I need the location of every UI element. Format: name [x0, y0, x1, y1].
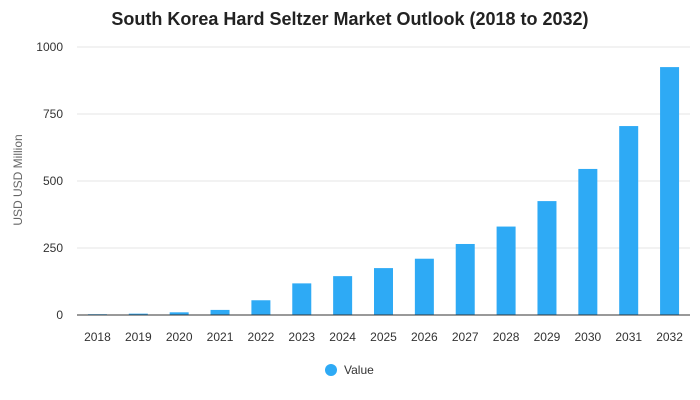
y-axis-label: USD USD Million [11, 134, 25, 225]
x-tick-label: 2019 [125, 330, 152, 344]
y-tick-label: 250 [43, 241, 63, 255]
bar-2027[interactable] [455, 243, 475, 315]
y-tick-label: 500 [43, 174, 63, 188]
x-tick-label: 2026 [411, 330, 438, 344]
x-tick-label: 2024 [329, 330, 356, 344]
bar-2019[interactable] [128, 313, 148, 315]
legend[interactable]: Value [325, 363, 374, 377]
legend-swatch-value [325, 364, 337, 376]
x-tick-label: 2021 [207, 330, 234, 344]
bar-2030[interactable] [578, 168, 598, 315]
chart-title: South Korea Hard Seltzer Market Outlook … [111, 9, 588, 29]
bar-2025[interactable] [374, 268, 393, 315]
grid-lines [77, 46, 690, 249]
x-tick-label: 2027 [452, 330, 479, 344]
x-tick-label: 2029 [534, 330, 561, 344]
x-tick-label: 2018 [84, 330, 111, 344]
y-axis-ticks: 0 250 500 750 1000 [36, 40, 63, 322]
bar-2029[interactable] [537, 201, 557, 315]
bar-2026[interactable] [414, 258, 434, 315]
y-tick-label: 1000 [36, 40, 63, 54]
bar-2024[interactable] [333, 276, 353, 315]
x-tick-label: 2025 [370, 330, 397, 344]
x-tick-label: 2031 [615, 330, 642, 344]
bar-2021[interactable] [210, 309, 230, 315]
y-tick-label: 750 [43, 107, 63, 121]
x-tick-label: 2023 [288, 330, 315, 344]
bar-2031[interactable] [619, 126, 639, 315]
bar-2028[interactable] [496, 226, 516, 315]
x-tick-label: 2022 [248, 330, 275, 344]
x-tick-label: 2030 [574, 330, 601, 344]
bar-2032[interactable] [660, 67, 680, 315]
x-tick-label: 2028 [493, 330, 520, 344]
y-tick-label: 0 [56, 308, 63, 322]
x-tick-label: 2032 [656, 330, 683, 344]
x-axis-ticks: 2018 2019 2020 2021 2022 2023 2024 2025 2026 2027… [84, 330, 683, 344]
bar-2022[interactable] [251, 300, 271, 315]
bar-2020[interactable] [169, 312, 189, 315]
bars [87, 67, 680, 315]
x-tick-label: 2020 [166, 330, 193, 344]
bar-2023[interactable] [292, 283, 312, 315]
legend-label-value: Value [344, 363, 374, 377]
